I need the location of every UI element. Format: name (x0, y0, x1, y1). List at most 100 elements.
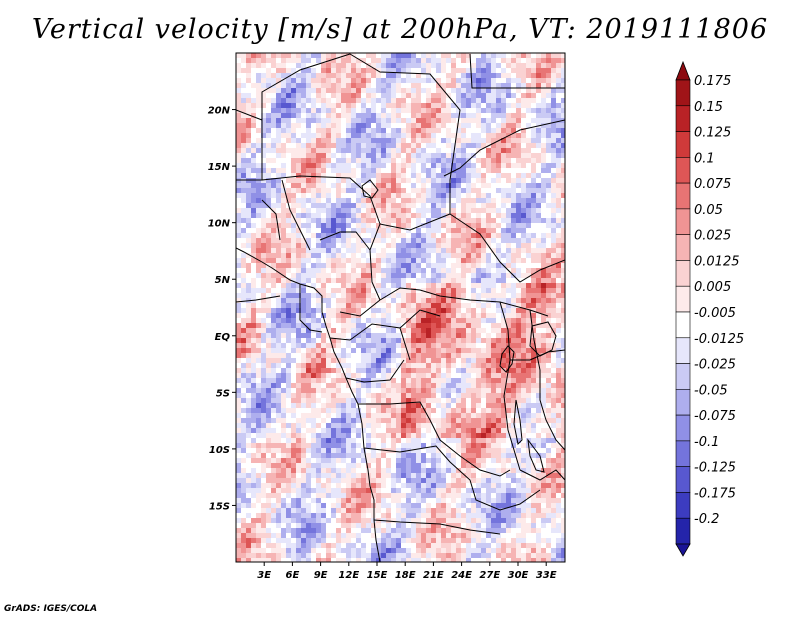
field-cell (251, 143, 257, 149)
field-cell (496, 238, 502, 244)
field-cell (306, 223, 312, 229)
field-cell (446, 363, 452, 369)
field-cell (246, 58, 252, 64)
field-cell (266, 403, 272, 409)
field-cell (526, 208, 532, 214)
field-cell (276, 308, 282, 314)
field-cell (491, 108, 497, 114)
field-cell (541, 273, 547, 279)
field-cell (406, 88, 412, 94)
field-cell (366, 53, 372, 59)
field-cell (281, 278, 287, 284)
field-cell (551, 138, 557, 144)
field-cell (536, 348, 542, 354)
field-cell (501, 168, 507, 174)
field-cell (271, 408, 277, 414)
field-cell (296, 388, 302, 394)
field-cell (516, 53, 522, 59)
field-cell (506, 193, 512, 199)
field-cell (511, 398, 517, 404)
field-cell (291, 263, 297, 269)
field-cell (526, 313, 532, 319)
field-cell (411, 163, 417, 169)
field-cell (381, 268, 387, 274)
field-cell (416, 333, 422, 339)
field-cell (446, 383, 452, 389)
field-cell (376, 158, 382, 164)
field-cell (526, 348, 532, 354)
field-cell (346, 103, 352, 109)
field-cell (491, 418, 497, 424)
field-cell (311, 318, 317, 324)
field-cell (441, 358, 447, 364)
field-cell (351, 368, 357, 374)
field-cell (421, 318, 427, 324)
field-cell (306, 73, 312, 79)
field-cell (496, 283, 502, 289)
field-cell (246, 428, 252, 434)
field-cell (256, 328, 262, 334)
field-cell (556, 148, 562, 154)
field-cell (331, 173, 337, 179)
field-cell (561, 363, 565, 369)
field-cell (501, 98, 507, 104)
field-cell (301, 393, 307, 399)
field-cell (341, 178, 347, 184)
field-cell (461, 208, 467, 214)
field-cell (416, 358, 422, 364)
field-cell (321, 313, 327, 319)
field-cell (356, 193, 362, 199)
field-cell (251, 188, 257, 194)
field-cell (251, 323, 257, 329)
field-cell (506, 328, 512, 334)
field-cell (536, 113, 542, 119)
field-cell (261, 318, 267, 324)
field-cell (286, 223, 292, 229)
field-cell (406, 193, 412, 199)
field-cell (511, 238, 517, 244)
field-cell (536, 198, 542, 204)
field-cell (266, 128, 272, 134)
field-cell (411, 228, 417, 234)
field-cell (386, 98, 392, 104)
field-cell (531, 193, 537, 199)
field-cell (371, 348, 377, 354)
field-cell (281, 318, 287, 324)
field-cell (296, 288, 302, 294)
field-cell (266, 373, 272, 379)
field-cell (451, 293, 457, 299)
field-cell (486, 418, 492, 424)
field-cell (371, 68, 377, 74)
field-cell (486, 133, 492, 139)
field-cell (246, 138, 252, 144)
field-cell (401, 408, 407, 414)
field-cell (386, 268, 392, 274)
field-cell (386, 128, 392, 134)
field-cell (471, 128, 477, 134)
field-cell (346, 178, 352, 184)
field-cell (241, 133, 247, 139)
field-cell (476, 308, 482, 314)
field-cell (486, 173, 492, 179)
field-cell (521, 403, 527, 409)
field-cell (346, 83, 352, 89)
field-cell (406, 408, 412, 414)
field-cell (271, 338, 277, 344)
field-cell (261, 408, 267, 414)
field-cell (271, 78, 277, 84)
field-cell (391, 413, 397, 419)
field-cell (386, 248, 392, 254)
field-cell (281, 78, 287, 84)
field-cell (356, 163, 362, 169)
field-cell (266, 288, 272, 294)
field-cell (416, 78, 422, 84)
field-cell (481, 183, 487, 189)
field-cell (501, 258, 507, 264)
field-cell (481, 88, 487, 94)
field-cell (311, 148, 317, 154)
field-cell (371, 218, 377, 224)
field-cell (316, 223, 322, 229)
field-cell (421, 368, 427, 374)
field-cell (371, 313, 377, 319)
field-cell (531, 388, 537, 394)
